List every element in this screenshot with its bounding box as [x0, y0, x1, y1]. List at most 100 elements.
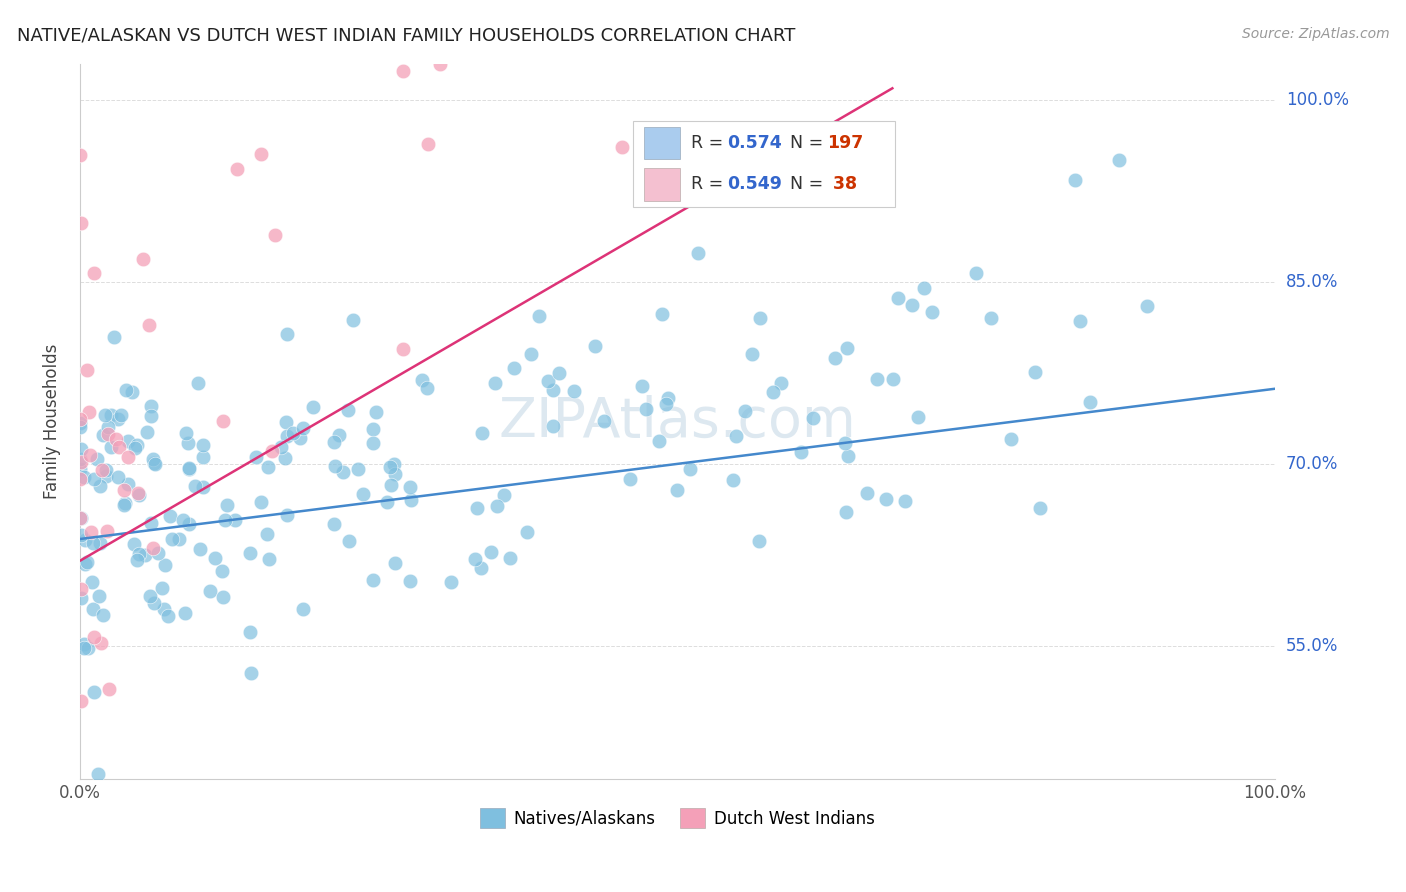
Point	[110, 409, 132, 423]
Point	[593, 414, 616, 428]
Point	[69, 420, 91, 434]
Point	[907, 410, 929, 425]
Point	[273, 451, 295, 466]
Point	[79, 448, 101, 462]
Point	[375, 495, 398, 509]
Point	[364, 405, 387, 419]
Point	[734, 404, 756, 418]
Point	[91, 428, 114, 442]
Point	[416, 137, 439, 152]
Point	[824, 351, 846, 365]
Point	[679, 462, 702, 476]
Point	[399, 574, 422, 589]
Point	[93, 607, 115, 622]
Point	[215, 498, 238, 512]
Point	[150, 581, 173, 595]
Point	[503, 361, 526, 376]
Point	[352, 486, 374, 500]
Point	[121, 385, 143, 400]
Point	[257, 552, 280, 566]
Point	[72, 637, 94, 651]
Point	[69, 582, 91, 596]
Text: 85.0%: 85.0%	[1286, 273, 1339, 291]
Point	[83, 685, 105, 699]
Point	[323, 459, 346, 474]
Point	[260, 443, 283, 458]
Point	[399, 492, 422, 507]
Point	[770, 376, 793, 390]
Point	[516, 524, 538, 539]
Point	[302, 400, 325, 414]
Point	[138, 318, 160, 332]
Point	[142, 541, 165, 556]
Point	[115, 383, 138, 397]
Point	[240, 665, 263, 680]
Text: 38: 38	[827, 176, 858, 194]
Point	[103, 330, 125, 344]
Point	[256, 460, 278, 475]
Point	[529, 309, 551, 323]
Point	[980, 310, 1002, 325]
Text: N =: N =	[790, 134, 830, 153]
Point	[801, 411, 824, 425]
Point	[191, 479, 214, 493]
Point	[212, 591, 235, 605]
Point	[128, 488, 150, 502]
Point	[153, 601, 176, 615]
Point	[465, 501, 488, 516]
Point	[537, 375, 560, 389]
Point	[97, 419, 120, 434]
Point	[155, 558, 177, 572]
Point	[276, 327, 298, 342]
Point	[69, 461, 91, 475]
Point	[108, 440, 131, 454]
Point	[83, 472, 105, 486]
Point	[882, 371, 904, 385]
Text: 0.549: 0.549	[727, 176, 782, 194]
Point	[76, 555, 98, 569]
Point	[361, 573, 384, 587]
Point	[281, 426, 304, 441]
Point	[323, 435, 346, 450]
Point	[117, 434, 139, 448]
Point	[894, 494, 917, 508]
Point	[384, 556, 406, 570]
Point	[172, 512, 194, 526]
Point	[392, 342, 415, 356]
Point	[83, 267, 105, 281]
Text: ZIPAtlas.com: ZIPAtlas.com	[498, 394, 856, 449]
Point	[342, 313, 364, 327]
Text: 55.0%: 55.0%	[1286, 637, 1339, 655]
Point	[686, 245, 709, 260]
Point	[87, 767, 110, 781]
Point	[212, 414, 235, 428]
Point	[117, 477, 139, 491]
Point	[288, 431, 311, 445]
Point	[721, 473, 744, 487]
Point	[323, 516, 346, 531]
Point	[648, 434, 671, 448]
Point	[160, 532, 183, 546]
Point	[70, 511, 93, 525]
Point	[167, 532, 190, 546]
Point	[141, 516, 163, 530]
Point	[142, 452, 165, 467]
Point	[69, 452, 91, 467]
Point	[380, 478, 402, 492]
Point	[86, 452, 108, 467]
Point	[112, 498, 135, 512]
Point	[90, 636, 112, 650]
Point	[82, 575, 104, 590]
Point	[76, 362, 98, 376]
Point	[332, 465, 354, 479]
Point	[749, 311, 772, 326]
Point	[156, 608, 179, 623]
Point	[69, 417, 91, 431]
Text: Source: ZipAtlas.com: Source: ZipAtlas.com	[1241, 27, 1389, 41]
Point	[177, 435, 200, 450]
Text: 0.574: 0.574	[727, 134, 782, 153]
Point	[76, 641, 98, 656]
Point	[583, 338, 606, 352]
Point	[125, 437, 148, 451]
Point	[75, 557, 97, 571]
